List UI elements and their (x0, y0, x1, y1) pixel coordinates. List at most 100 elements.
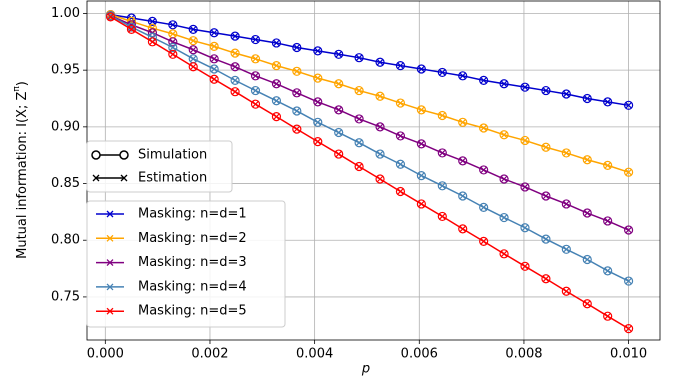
simulation-marker (209, 64, 219, 74)
estimation-marker (625, 168, 633, 176)
estimation-marker (376, 58, 384, 66)
estimation-marker (604, 161, 612, 169)
simulation-marker (520, 223, 530, 233)
simulation-marker (479, 165, 489, 175)
legend-marker (106, 307, 114, 315)
simulation-marker (458, 117, 468, 127)
simulation-marker (271, 96, 282, 106)
estimation-marker (480, 203, 488, 211)
estimation-marker (252, 87, 259, 94)
simulation-marker (292, 66, 302, 76)
estimation-marker (355, 115, 363, 123)
estimation-marker (252, 72, 259, 80)
simulation-marker (271, 112, 282, 122)
estimation-marker (521, 83, 529, 91)
estimation-marker (542, 235, 550, 243)
simulation-marker (375, 122, 385, 132)
legend-marker (106, 259, 114, 267)
simulation-marker (250, 34, 261, 45)
estimation-marker (500, 131, 508, 139)
simulation-marker (603, 266, 613, 276)
simulation-marker (209, 28, 219, 38)
estimation-marker (252, 55, 259, 63)
simulation-marker (354, 53, 364, 63)
estimation-marker (459, 72, 467, 80)
legend-label: Simulation (138, 148, 207, 163)
estimation-marker (438, 69, 446, 76)
estimation-marker (376, 123, 384, 131)
simulation-marker (250, 54, 261, 64)
estimation-marker (210, 65, 218, 73)
estimation-marker (542, 143, 550, 151)
estimation-marker (542, 192, 550, 200)
simulation-marker (624, 324, 634, 334)
estimation-marker (625, 226, 633, 234)
simulation-marker (395, 98, 406, 108)
estimation-marker (397, 99, 404, 107)
simulation-marker (479, 236, 489, 246)
simulation-marker (416, 64, 426, 74)
simulation-marker (499, 249, 509, 259)
simulation-marker (582, 155, 592, 165)
estimation-marker (562, 90, 570, 98)
simulation-marker (582, 254, 592, 265)
legend-label: Masking: n=d=5 (138, 304, 247, 319)
estimation-marker (273, 62, 280, 70)
estimation-marker (293, 67, 301, 75)
estimation-marker (293, 107, 301, 115)
estimation-marker (355, 54, 363, 62)
simulation-marker (209, 54, 219, 64)
estimation-marker (438, 212, 446, 220)
estimation-marker (480, 166, 488, 174)
estimation-marker (500, 214, 508, 221)
simulation-marker (624, 167, 634, 177)
simulation-marker (541, 274, 551, 284)
simulation-marker (313, 46, 323, 56)
estimation-marker (542, 87, 550, 94)
simulation-marker (147, 37, 158, 47)
estimation-marker (273, 80, 280, 88)
estimation-marker (231, 49, 239, 57)
estimation-marker (335, 50, 343, 58)
simulation-marker (479, 202, 489, 212)
simulation-marker (541, 142, 551, 152)
simulation-marker (624, 225, 634, 235)
simulation-marker (416, 105, 426, 115)
simulation-marker (209, 74, 219, 84)
estimation-marker (583, 156, 591, 164)
estimation-marker (438, 149, 446, 157)
estimation-marker (500, 80, 508, 88)
estimation-marker (500, 250, 508, 258)
estimation-marker (562, 149, 570, 157)
estimation-marker (210, 29, 218, 37)
simulation-marker (499, 130, 509, 140)
x-tick-label: 0.000 (87, 347, 124, 362)
estimation-marker (252, 100, 259, 108)
estimation-marker (355, 87, 363, 94)
estimation-marker (583, 209, 591, 217)
estimation-marker (397, 132, 404, 140)
estimation-marker (376, 150, 384, 158)
simulation-marker (292, 106, 302, 116)
simulation-marker (354, 138, 364, 148)
simulation-marker (230, 87, 240, 97)
simulation-marker (188, 62, 198, 72)
x-tick-label: 0.008 (505, 347, 542, 362)
y-tick-label: 0.85 (51, 176, 80, 191)
legend-label: Masking: n=d=4 (138, 279, 247, 294)
simulation-marker (603, 216, 613, 226)
estimation-marker (500, 175, 508, 183)
simulation-marker (416, 171, 426, 181)
estimation-marker (438, 112, 446, 119)
estimation-marker (459, 118, 467, 126)
series-line (110, 13, 629, 107)
estimation-marker (293, 89, 301, 97)
simulation-marker (458, 224, 468, 234)
estimation-marker (252, 36, 259, 43)
simulation-marker (250, 71, 261, 81)
legend-marker (106, 210, 114, 218)
y-tick-label: 0.80 (51, 233, 80, 248)
series-line (110, 15, 629, 231)
estimation-marker (189, 37, 197, 45)
simulation-marker (292, 88, 302, 98)
